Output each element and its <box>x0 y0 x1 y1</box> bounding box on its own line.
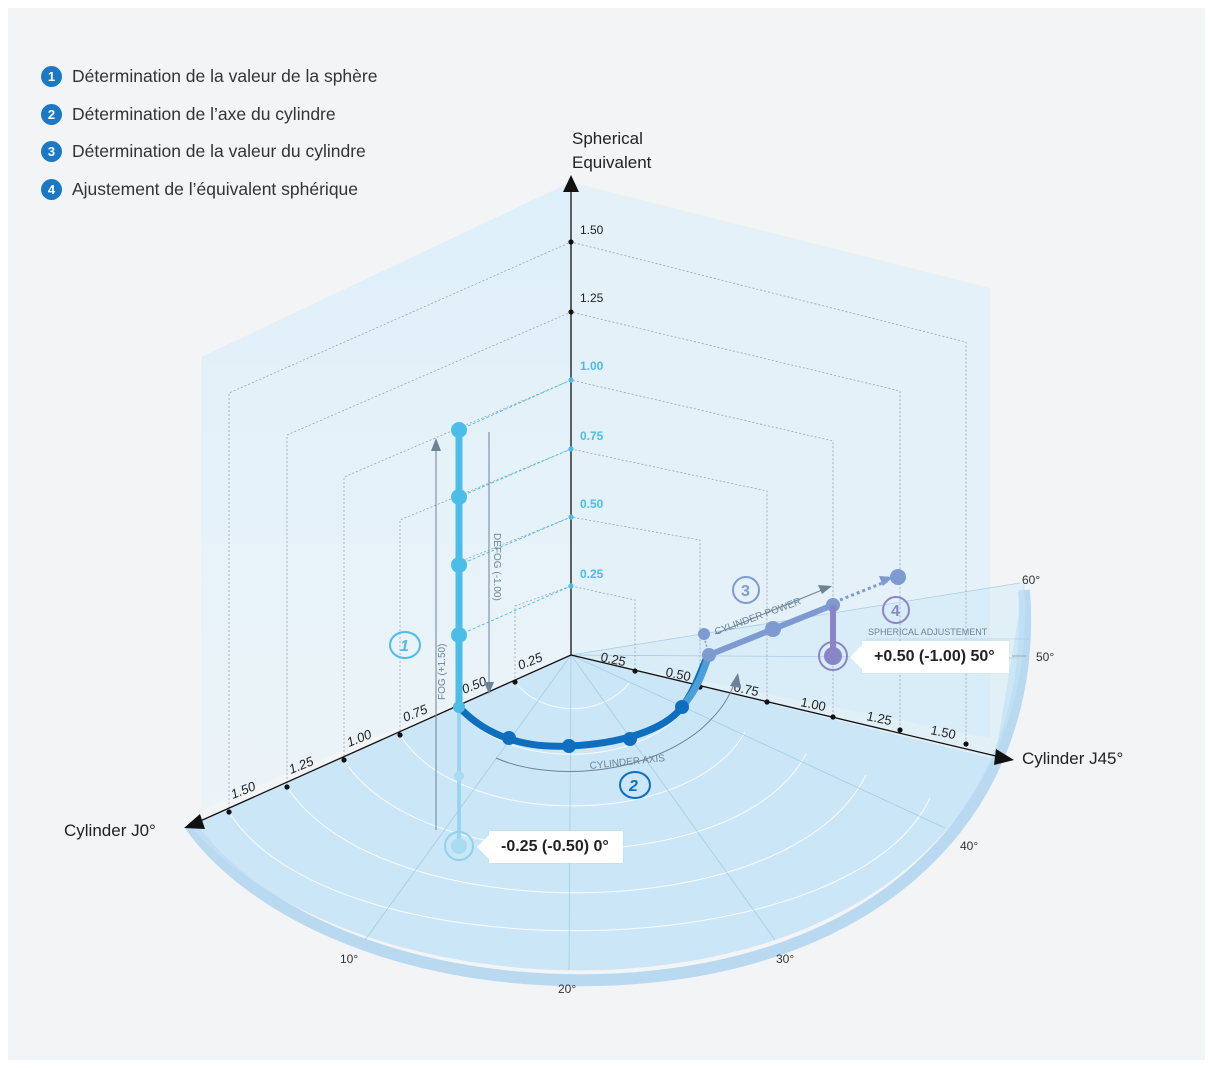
angle-label: 20° <box>558 982 576 996</box>
step1-dots <box>451 422 467 643</box>
angle-label: 10° <box>340 952 358 966</box>
angle-label: 60° <box>1022 573 1040 587</box>
legend-item-label: Détermination de la valeur de la sphère <box>72 66 378 87</box>
legend-item-label: Détermination de la valeur du cylindre <box>72 141 366 162</box>
cylinder-power-arrow <box>714 589 823 635</box>
step3-extension-arrowhead <box>879 576 893 586</box>
legend-item-1: 1 Détermination de la valeur de la sphèr… <box>41 58 377 96</box>
end-point <box>824 647 842 665</box>
vertical-tick-label: 0.25 <box>580 567 604 581</box>
step1-marker: 1 <box>400 638 409 655</box>
back-plane-left <box>201 182 571 810</box>
step1-lower-dot <box>454 771 464 781</box>
step3-extension-dot <box>890 569 906 585</box>
legend-item-4: 4 Ajustement de l’équivalent sphérique <box>41 171 377 209</box>
cylinder-axis-arrowhead <box>730 673 741 688</box>
left-axis-title: Cylinder J0° <box>64 821 156 840</box>
step4-marker: 4 <box>891 603 900 620</box>
legend-number-badge: 1 <box>41 66 62 88</box>
step3-marker: 3 <box>741 583 750 600</box>
legend-number-badge: 2 <box>41 103 62 125</box>
right-tick-label: 0.50 <box>664 664 692 684</box>
spherical-adjustment-label: SPHERICAL ADJUSTEMENT <box>868 627 988 637</box>
vertical-axis-arrow <box>563 175 579 192</box>
step4-marker-ring <box>882 596 910 624</box>
end-prescription-callout: +0.50 (-1.00) 50° <box>850 641 1009 673</box>
step1-marker-ring <box>389 631 421 659</box>
right-tick-label: 1.50 <box>929 722 957 742</box>
right-axis-title: Cylinder J45° <box>1022 749 1123 768</box>
defog-label: DEFOG (-1.00) <box>491 533 502 601</box>
vertical-axis-title-line1: Spherical <box>572 129 643 148</box>
end-point-ring <box>818 641 848 671</box>
step2-marker: 2 <box>628 778 638 795</box>
axes <box>197 190 1001 823</box>
step2-dots <box>453 700 689 753</box>
axis-tick-dots <box>226 239 969 815</box>
fog-indicator: FOG (+1.50) <box>431 438 448 830</box>
legend-item-label: Ajustement de l’équivalent sphérique <box>72 178 359 199</box>
right-tick-label: 1.25 <box>865 708 893 728</box>
defog-indicator: DEFOG (-1.00) <box>484 432 502 694</box>
start-prescription-callout: -0.25 (-0.50) 0° <box>477 831 623 863</box>
legend-number-badge: 3 <box>41 141 62 163</box>
right-tick-label: 0.25 <box>599 649 627 669</box>
fog-label: FOG (+1.50) <box>437 644 448 700</box>
cylinder-axis-arrow <box>495 681 736 772</box>
step2-marker-ring <box>619 771 651 799</box>
start-point-ring <box>444 831 474 861</box>
vertical-tick-label: 0.75 <box>580 429 604 443</box>
left-axis-arrow <box>184 814 205 829</box>
vertical-tick-label: 1.25 <box>580 291 604 305</box>
step3-marker-ring <box>732 576 760 604</box>
right-axis-arrow <box>994 749 1014 765</box>
vertical-tick-label: 1.50 <box>580 223 604 237</box>
legend: 1 Détermination de la valeur de la sphèr… <box>41 58 377 208</box>
vertical-axis-title-line2: Equivalent <box>572 153 652 172</box>
legend-number-badge: 4 <box>41 178 62 200</box>
legend-item-label: Détermination de l’axe du cylindre <box>72 103 336 124</box>
angle-label: 50° <box>1036 650 1054 664</box>
legend-item-2: 2 Détermination de l’axe du cylindre <box>41 96 377 134</box>
vertical-tick-label: 1.00 <box>580 359 604 373</box>
angle-label: 30° <box>776 952 794 966</box>
back-plane-right <box>571 182 990 738</box>
angle-label: 40° <box>960 839 978 853</box>
step3-dots <box>698 598 840 662</box>
start-point <box>451 838 467 854</box>
legend-item-3: 3 Détermination de la valeur du cylindre <box>41 133 377 171</box>
right-tick-label: 1.00 <box>799 694 827 714</box>
back-grid-highlight <box>458 379 572 636</box>
floor-inner <box>190 582 1026 971</box>
floor-disc <box>190 582 1026 971</box>
cylinder-power-arrowhead <box>818 585 832 594</box>
step3-short-link <box>703 636 709 652</box>
step3-dotted-extension <box>839 578 891 602</box>
vertical-tick-label: 0.50 <box>580 497 604 511</box>
